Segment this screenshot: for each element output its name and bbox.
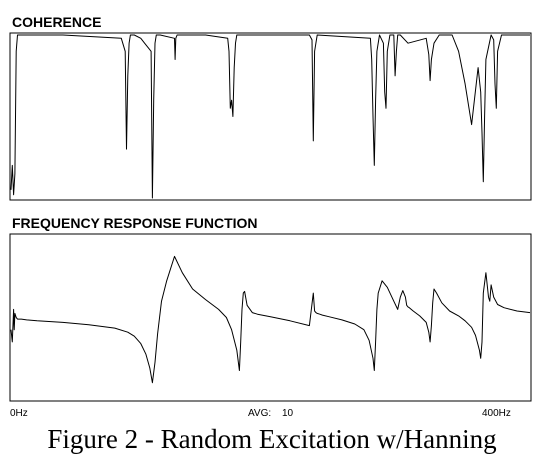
frf-trace <box>10 255 531 384</box>
frf-plot-frame <box>9 233 532 402</box>
coherence-trace <box>10 34 530 199</box>
frf-title: FREQUENCY RESPONSE FUNCTION <box>12 215 258 231</box>
figure-caption: Figure 2 - Random Excitation w/Hanning <box>47 424 496 454</box>
x-start-label: 0Hz <box>10 408 28 419</box>
coherence-title: COHERENCE <box>12 14 101 30</box>
x-end-label: 400Hz <box>482 408 511 419</box>
coherence-plot-frame <box>9 32 532 201</box>
coherence-plot <box>10 34 530 199</box>
frf-plot <box>10 255 531 384</box>
avg-label: AVG: <box>248 408 271 419</box>
avg-value: 10 <box>282 408 294 419</box>
